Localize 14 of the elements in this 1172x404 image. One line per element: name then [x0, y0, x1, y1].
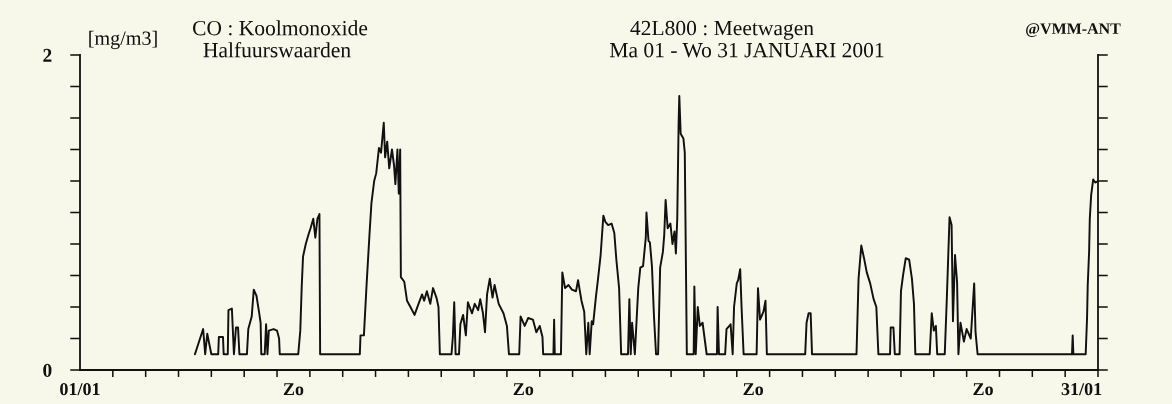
text: 42L800 : Meetwagen [630, 20, 814, 40]
x-tick-label: 31/01 [1061, 383, 1102, 396]
x-tick-label: Zo [743, 383, 764, 396]
x-tick-label: Zo [973, 383, 993, 396]
x-tick-label: Zo [513, 383, 534, 396]
x-tick-label: 01/01 [60, 383, 100, 396]
y-tick-label: 0 [43, 363, 52, 377]
x-tick-label: Zo [283, 383, 304, 396]
y-axis-title: [mg/m3] [89, 30, 157, 50]
chart-title: CO : Koolmonoxide [192, 20, 368, 36]
annotation: Ma 01 - Wo 31 JANUARI 2001 [609, 42, 884, 58]
y-tick-label: 2 [43, 48, 52, 62]
text: @VMM-ANT [1026, 23, 1121, 37]
chart-subtitle: Halfuurswaarden [203, 42, 351, 58]
